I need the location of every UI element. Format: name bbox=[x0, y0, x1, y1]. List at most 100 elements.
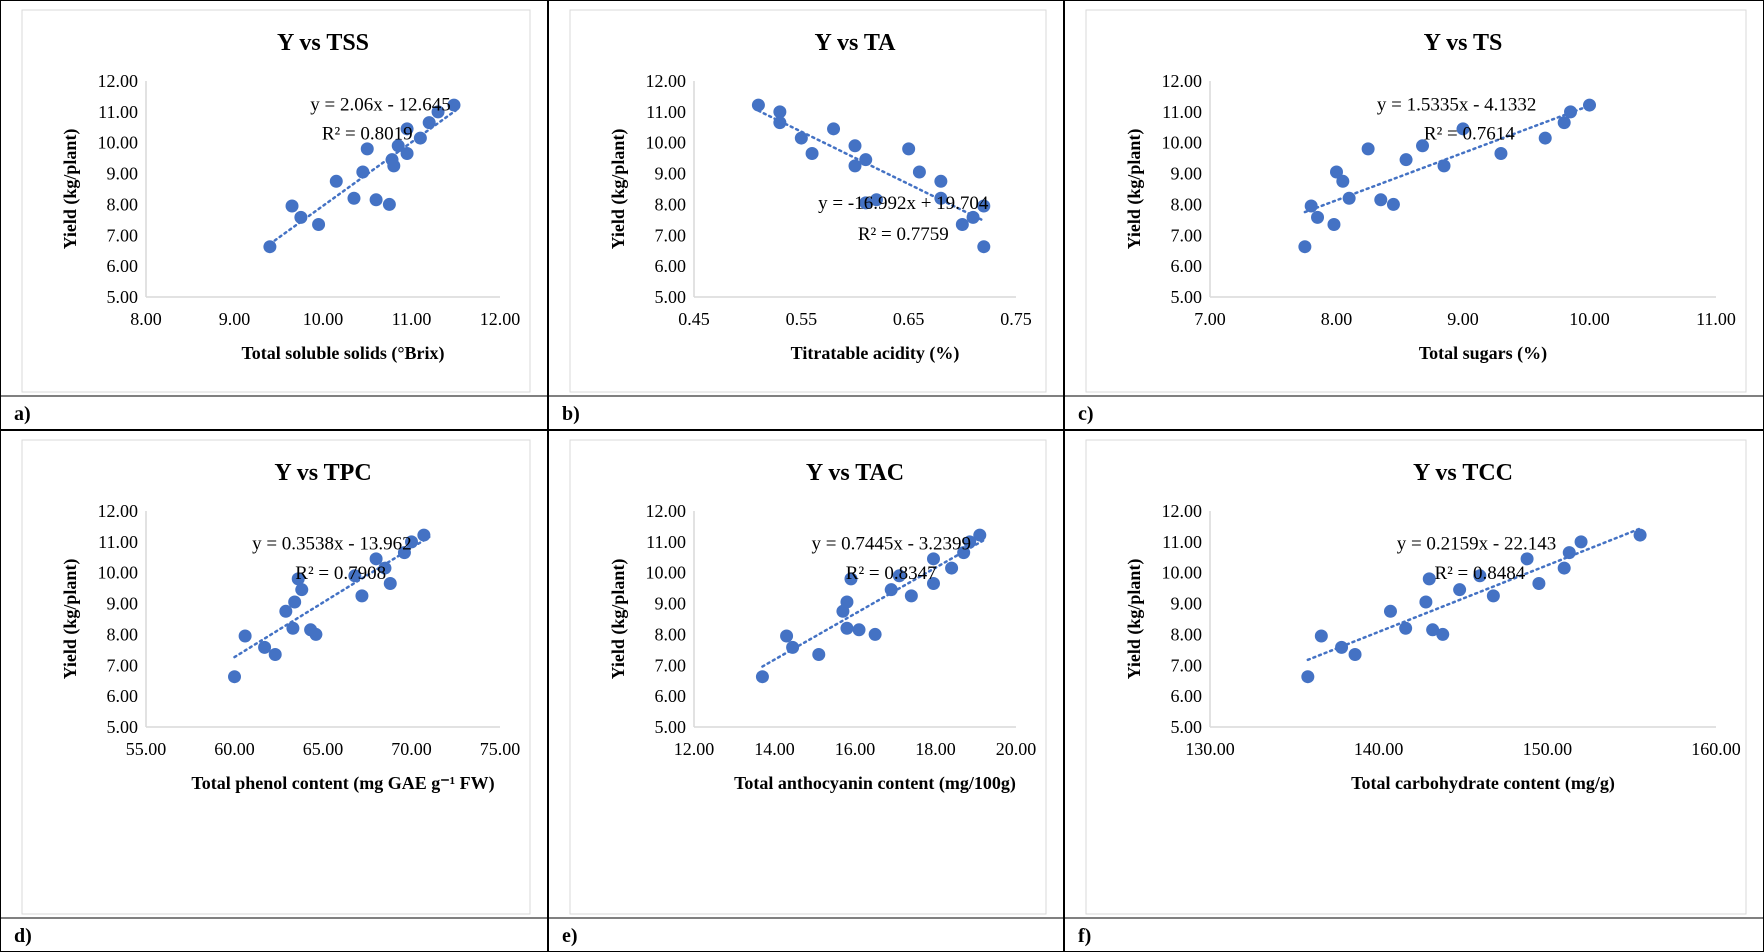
chart-title: Y vs TAC bbox=[806, 460, 904, 486]
x-axis-title: Total carbohydrate content (mg/g) bbox=[1351, 773, 1615, 794]
panel-d: Y vs TPC 5.00 6.00 7.00 8.00 9.00 10.00 11.00 12… bbox=[0, 430, 548, 952]
data-point bbox=[973, 528, 987, 542]
data-point bbox=[295, 583, 309, 597]
x-tick-label: 12.00 bbox=[674, 739, 715, 759]
data-point bbox=[1298, 240, 1312, 254]
trendline bbox=[233, 535, 431, 659]
chart-y-vs-ta: Y vs TA 5.00 6.00 7.00 8.00 9.00 10.00 11.00 12.… bbox=[548, 0, 1064, 430]
y-tick-label: 12.00 bbox=[646, 501, 687, 521]
x-tick-label: 65.00 bbox=[303, 739, 344, 759]
data-point bbox=[383, 577, 397, 591]
y-axis-title: Yield (kg/plant) bbox=[60, 559, 81, 680]
y-tick-label: 11.00 bbox=[1162, 532, 1202, 552]
x-tick-label: 140.00 bbox=[1354, 739, 1404, 759]
data-point bbox=[431, 105, 445, 119]
trendline bbox=[761, 538, 986, 668]
x-tick-label: 0.65 bbox=[893, 309, 925, 329]
data-point bbox=[1416, 139, 1430, 153]
chart-y-vs-tpc: Y vs TPC 5.00 6.00 7.00 8.00 9.00 10.00 11.00 12… bbox=[0, 430, 548, 952]
data-point bbox=[286, 621, 300, 635]
y-tick-label: 5.00 bbox=[1171, 287, 1203, 307]
y-tick-label: 9.00 bbox=[107, 164, 139, 184]
y-tick-label: 5.00 bbox=[107, 287, 139, 307]
data-point bbox=[1314, 629, 1328, 643]
y-tick-label: 6.00 bbox=[655, 686, 687, 706]
data-point bbox=[1532, 577, 1546, 591]
y-axis-title: Yield (kg/plant) bbox=[1124, 559, 1145, 680]
data-point bbox=[966, 210, 980, 224]
data-point bbox=[309, 627, 323, 641]
data-point bbox=[1374, 193, 1388, 207]
y-tick-label: 8.00 bbox=[655, 624, 687, 644]
y-tick-label: 8.00 bbox=[107, 194, 139, 214]
data-point bbox=[963, 535, 977, 549]
data-point bbox=[387, 159, 401, 173]
y-tick-label: 7.00 bbox=[1171, 655, 1203, 675]
cell-border bbox=[548, 430, 1064, 952]
y-tick-label: 9.00 bbox=[107, 594, 139, 614]
trendline-r2: R² = 0.8484 bbox=[1434, 563, 1525, 584]
x-tick-label: 12.00 bbox=[480, 309, 521, 329]
y-tick-label: 10.00 bbox=[646, 563, 687, 583]
x-tick-label: 130.00 bbox=[1185, 739, 1235, 759]
y-tick-label: 11.00 bbox=[646, 532, 686, 552]
data-point bbox=[1399, 153, 1413, 167]
chart-frame bbox=[21, 439, 531, 915]
data-point bbox=[1583, 98, 1596, 112]
data-point bbox=[1437, 159, 1451, 173]
data-point bbox=[228, 670, 241, 684]
x-tick-label: 0.75 bbox=[1000, 309, 1032, 329]
data-point bbox=[397, 546, 411, 560]
data-point bbox=[812, 647, 826, 661]
trendline-equation: y = 1.5335x - 4.1332 bbox=[1377, 94, 1537, 115]
data-point bbox=[844, 572, 858, 586]
data-point bbox=[912, 165, 926, 179]
x-axis-title: Titratable acidity (%) bbox=[791, 343, 960, 364]
chart-y-vs-tss: Y vs TSS 5.00 6.00 7.00 8.00 9.00 10.00 11.00 12… bbox=[0, 0, 548, 430]
data-point bbox=[291, 572, 305, 586]
x-tick-label: 7.00 bbox=[1194, 309, 1226, 329]
data-point bbox=[1494, 147, 1508, 161]
chart-y-vs-tac: Y vs TAC 5.00 6.00 7.00 8.00 9.00 10.00 11.00 12… bbox=[548, 430, 1064, 952]
trendline-r2: R² = 0.7908 bbox=[295, 563, 386, 584]
y-tick-label: 10.00 bbox=[98, 563, 139, 583]
data-point bbox=[934, 191, 948, 205]
data-point bbox=[902, 142, 916, 156]
data-point bbox=[869, 193, 883, 207]
chart-frame bbox=[21, 9, 531, 393]
data-point bbox=[1327, 217, 1341, 231]
data-point bbox=[1361, 142, 1375, 156]
x-tick-label: 14.00 bbox=[754, 739, 795, 759]
data-point bbox=[369, 552, 383, 566]
chart-frame bbox=[569, 439, 1047, 915]
data-point bbox=[1383, 604, 1397, 618]
data-point bbox=[786, 640, 800, 654]
cell-border bbox=[0, 0, 548, 430]
y-tick-label: 7.00 bbox=[655, 225, 687, 245]
y-tick-label: 9.00 bbox=[655, 164, 687, 184]
y-tick-label: 12.00 bbox=[1162, 501, 1203, 521]
trendline-equation: y = -16.992x + 19.704 bbox=[818, 193, 989, 214]
y-tick-label: 11.00 bbox=[98, 102, 138, 122]
y-tick-label: 11.00 bbox=[1162, 102, 1202, 122]
data-point bbox=[805, 147, 819, 161]
data-point bbox=[977, 240, 991, 254]
chart-frame bbox=[1085, 439, 1747, 915]
x-tick-label: 60.00 bbox=[214, 739, 255, 759]
chart-frame bbox=[569, 9, 1047, 393]
y-tick-label: 5.00 bbox=[655, 287, 687, 307]
data-point bbox=[1419, 595, 1433, 609]
y-tick-label: 5.00 bbox=[655, 717, 687, 737]
x-tick-label: 16.00 bbox=[835, 739, 876, 759]
x-tick-label: 8.00 bbox=[130, 309, 162, 329]
data-point bbox=[945, 561, 959, 575]
data-point bbox=[840, 621, 854, 635]
data-point bbox=[1342, 191, 1356, 205]
panel-a: Y vs TSS 5.00 6.00 7.00 8.00 9.00 10.00 11.00 12… bbox=[0, 0, 548, 430]
y-tick-label: 7.00 bbox=[655, 655, 687, 675]
trendline-equation: y = 0.2159x - 22.143 bbox=[1397, 534, 1557, 555]
y-tick-label: 10.00 bbox=[98, 133, 139, 153]
data-point bbox=[382, 197, 396, 211]
data-point bbox=[258, 640, 272, 654]
